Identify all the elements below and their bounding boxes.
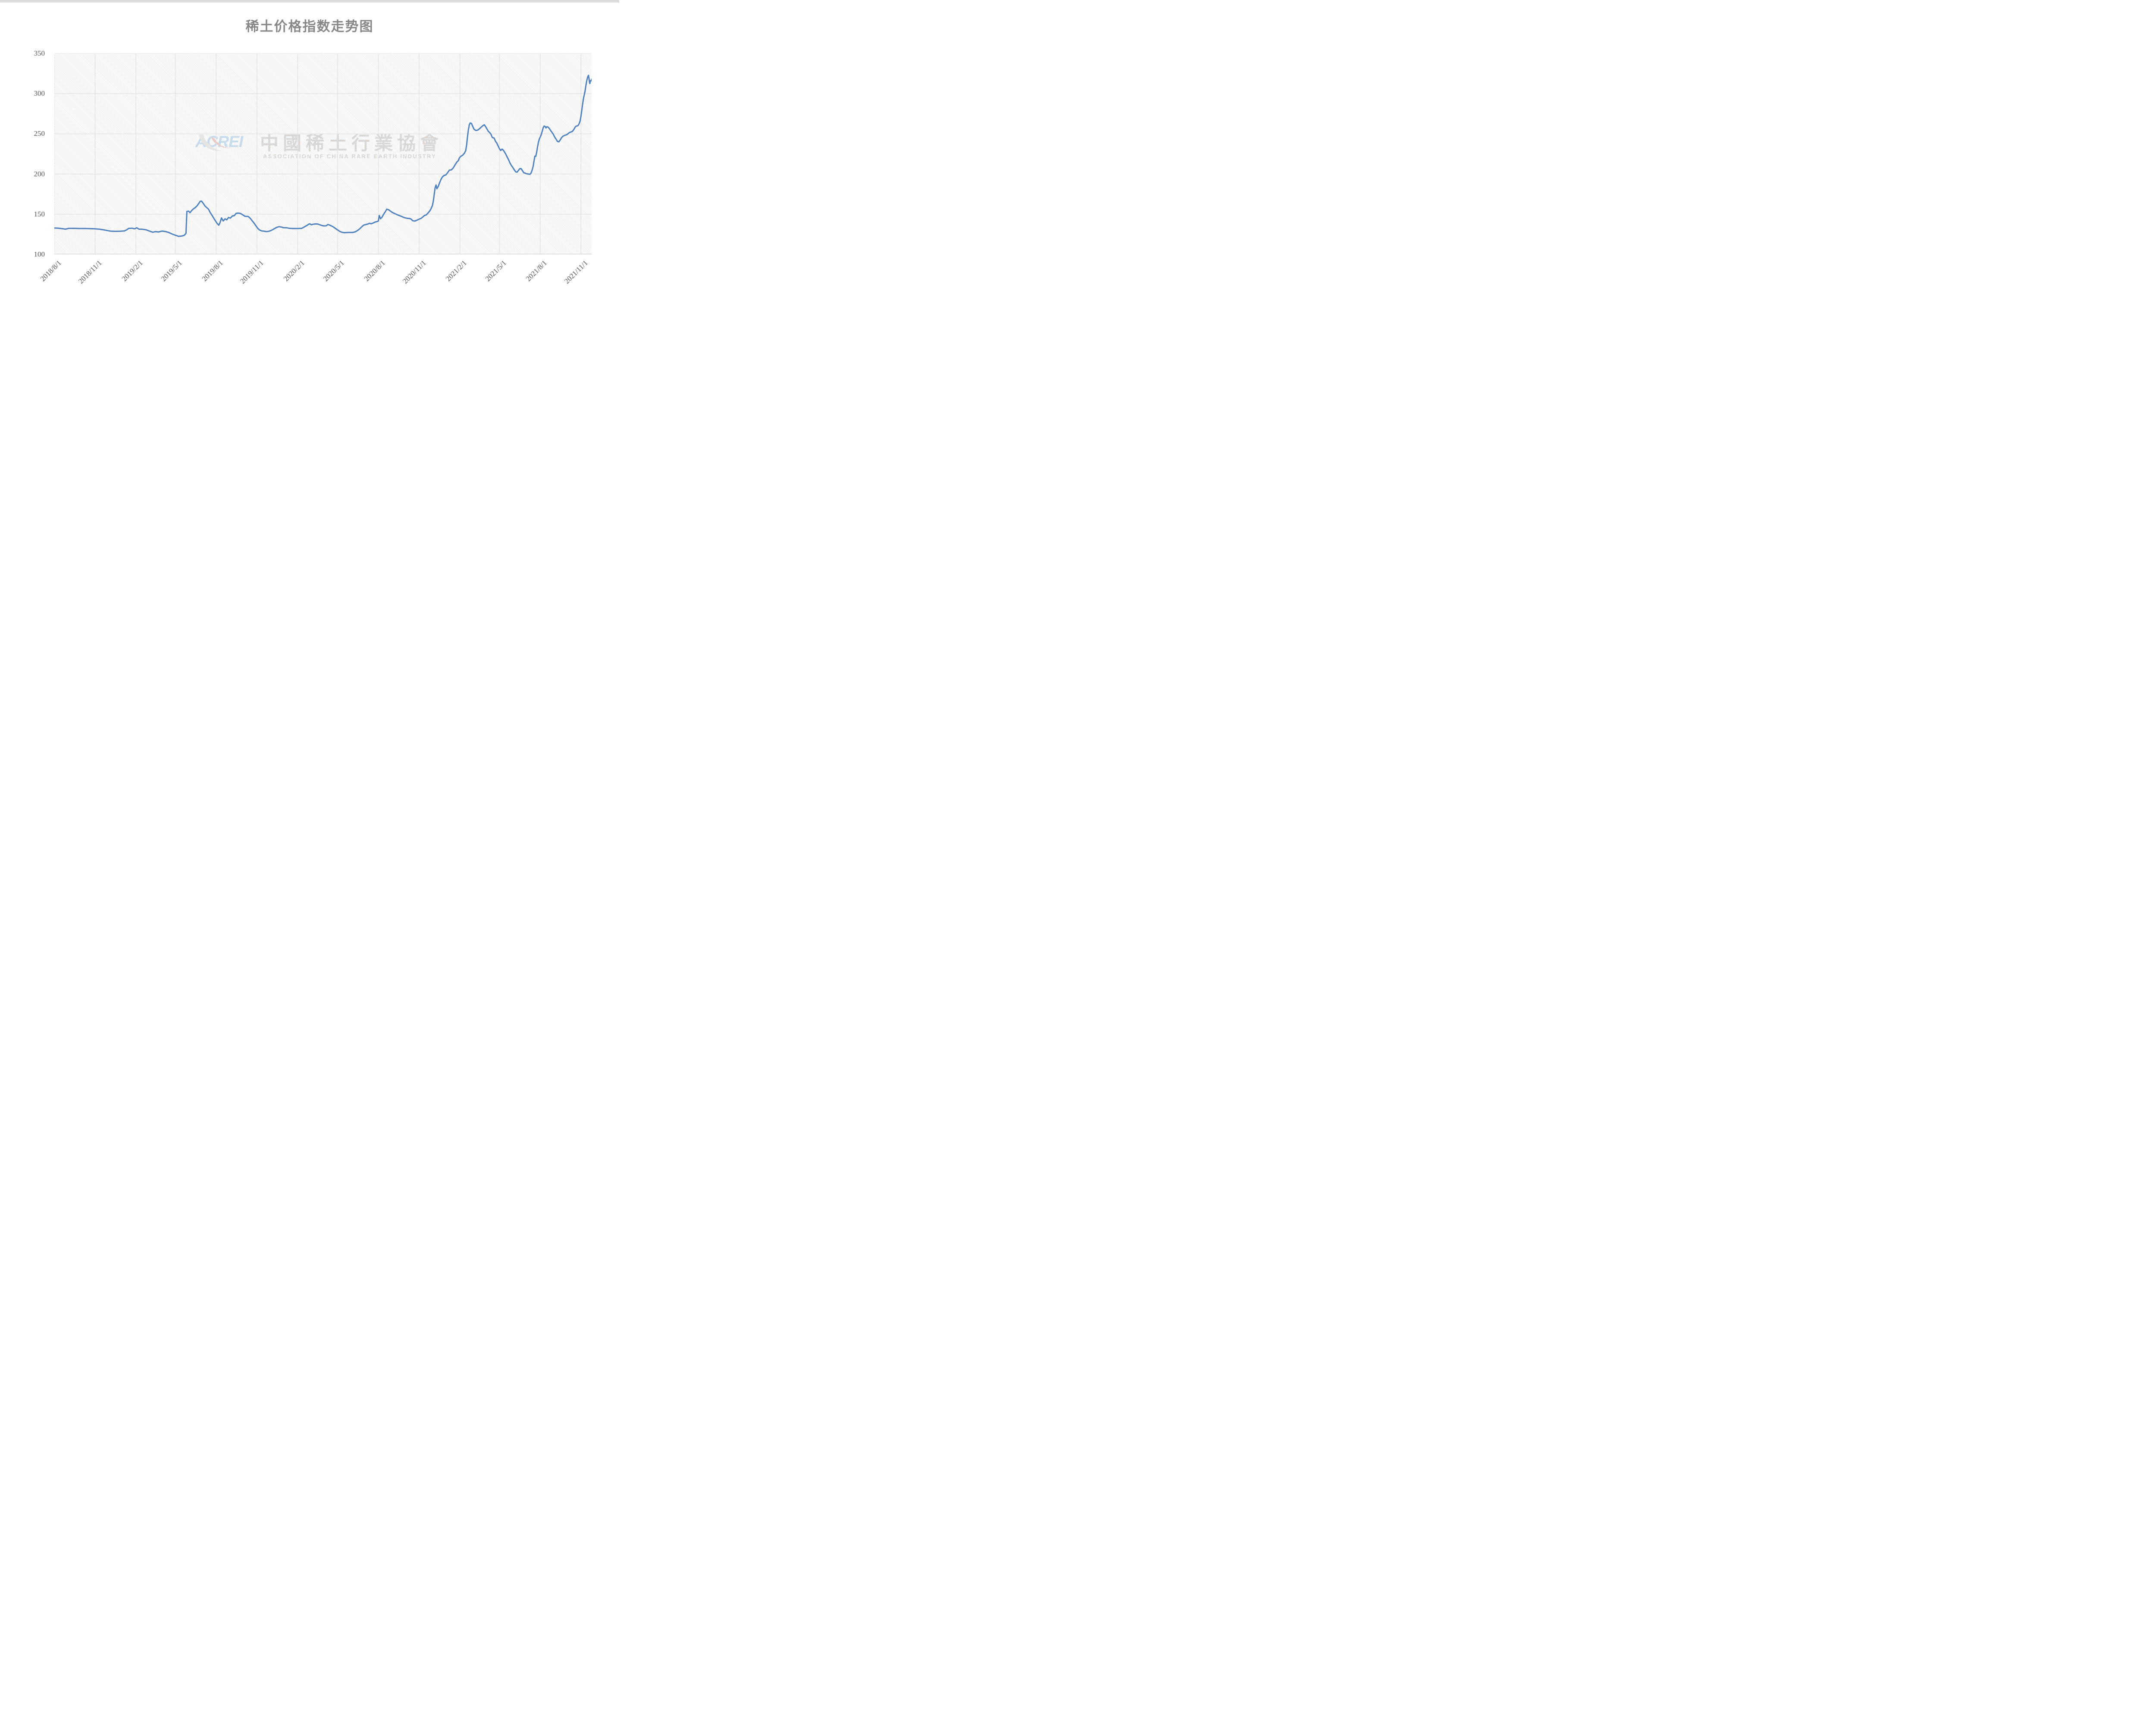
x-axis-tick-label: 2018/11/1	[77, 259, 104, 285]
window-top-strip	[0, 0, 619, 3]
y-axis-tick-label: 300	[34, 89, 45, 98]
x-axis-tick-label: 2020/5/1	[322, 259, 346, 283]
x-axis-tick-label: 2020/11/1	[401, 259, 428, 285]
y-axis-tick-label: 100	[34, 250, 45, 258]
plot-area: ACREI 中國稀土行業協會 ASSOCIATION OF CHINA RARE…	[54, 53, 592, 254]
chart-canvas: 稀土价格指数走势图 ACREI 中國稀土行業協會 ASSOCIATION OF …	[0, 0, 619, 344]
y-axis-tick-label: 350	[34, 49, 45, 57]
series-line	[54, 75, 592, 237]
x-axis-tick-label: 2019/2/1	[120, 259, 144, 283]
x-axis-tick-label: 2021/5/1	[483, 259, 508, 283]
x-axis-tick-label: 2019/11/1	[238, 259, 266, 285]
x-axis-tick-label: 2021/11/1	[562, 259, 589, 285]
y-axis-tick-label: 200	[34, 169, 45, 178]
x-axis-tick-label: 2018/8/1	[38, 259, 63, 283]
x-axis-tick-label: 2021/2/1	[444, 259, 469, 283]
y-axis-tick-label: 150	[34, 210, 45, 218]
x-axis-tick-label: 2019/8/1	[200, 259, 225, 283]
chart-title: 稀土价格指数走势图	[245, 19, 374, 34]
x-axis-tick-label: 2020/2/1	[282, 259, 306, 283]
x-axis-tick-label: 2021/8/1	[524, 259, 549, 283]
x-axis-tick-label: 2020/8/1	[362, 259, 387, 283]
y-axis-tick-label: 250	[34, 129, 45, 138]
price-index-line-chart	[54, 53, 592, 254]
gridlines	[54, 53, 592, 254]
x-axis-tick-label: 2019/5/1	[159, 259, 184, 283]
